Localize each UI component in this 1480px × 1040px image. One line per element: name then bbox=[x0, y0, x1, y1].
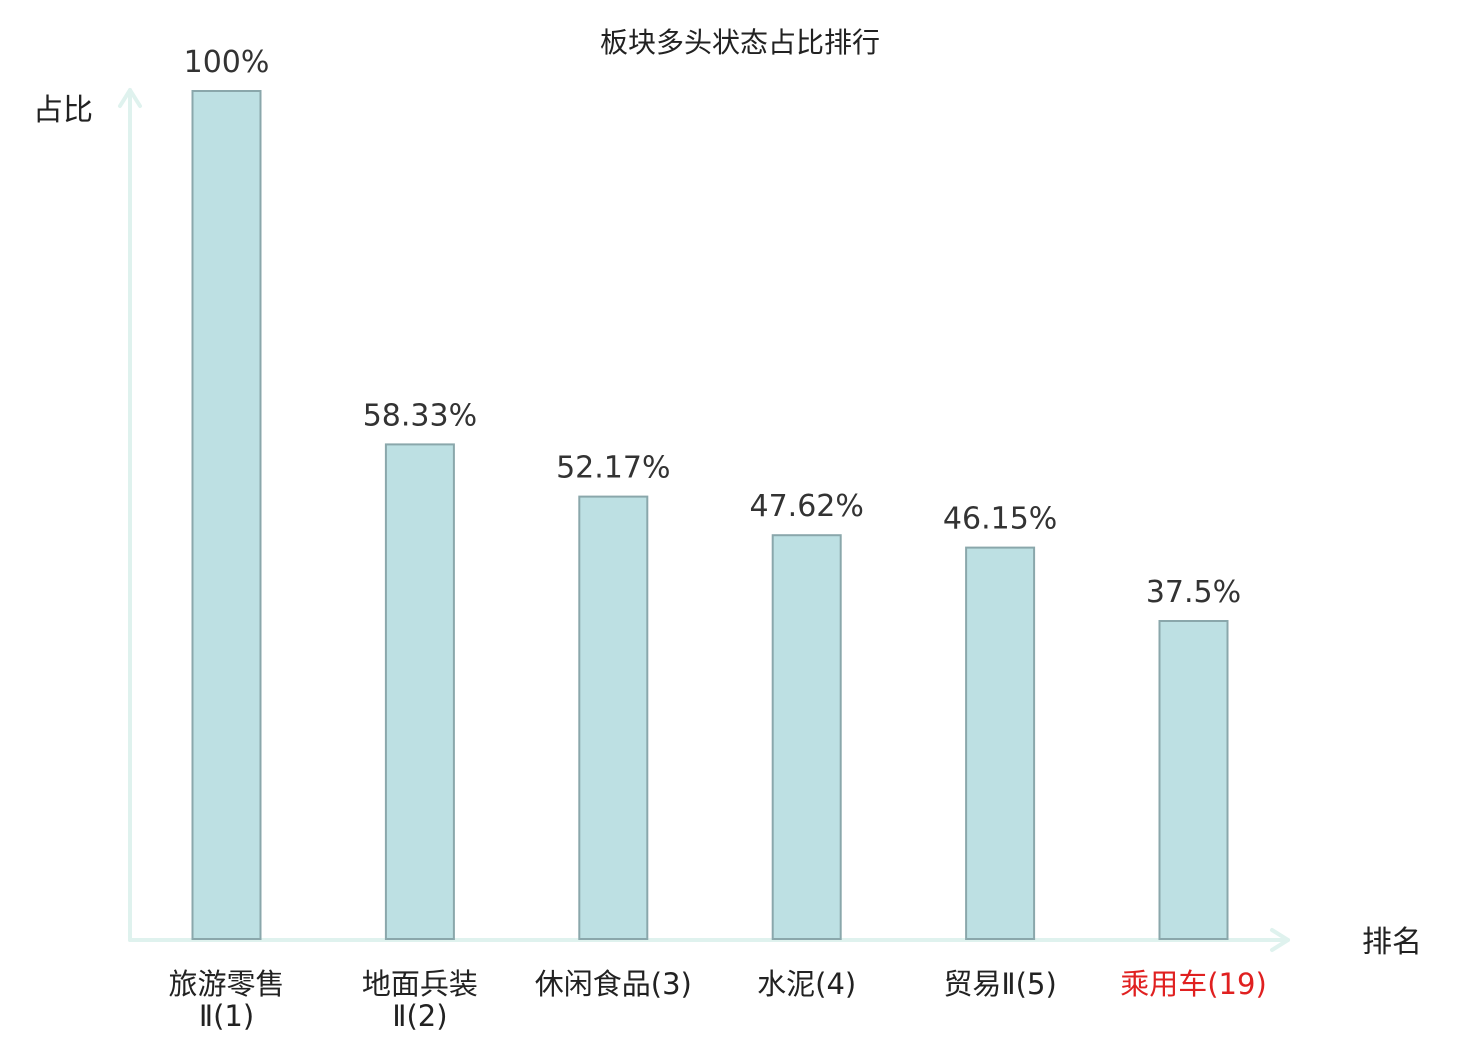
data-label: 37.5% bbox=[1146, 575, 1241, 610]
bar bbox=[384, 443, 455, 940]
x-tick-label: 贸易Ⅱ(5) bbox=[943, 967, 1056, 1001]
x-tick-label: 旅游零售 bbox=[168, 967, 284, 1001]
x-axis-label: 排名 bbox=[1362, 925, 1422, 960]
x-tick-label: 水泥(4) bbox=[757, 967, 856, 1001]
data-label: 58.33% bbox=[363, 398, 477, 433]
x-axis-arrow bbox=[1270, 928, 1290, 952]
data-label: 52.17% bbox=[556, 451, 670, 486]
x-tick-label: 乘用车(19) bbox=[1120, 967, 1267, 1001]
x-tick-label: Ⅱ(1) bbox=[199, 999, 254, 1033]
chart-title: 板块多头状态占比排行 bbox=[600, 26, 880, 59]
data-label: 46.15% bbox=[943, 502, 1057, 537]
y-axis-label: 占比 bbox=[33, 93, 93, 128]
bar bbox=[1158, 620, 1229, 940]
bar bbox=[771, 534, 842, 940]
x-tick-label: 休闲食品(3) bbox=[535, 967, 692, 1001]
x-tick-label: 地面兵装 bbox=[362, 967, 478, 1001]
data-label: 47.62% bbox=[750, 489, 864, 524]
bar bbox=[965, 546, 1036, 940]
y-axis-arrow bbox=[118, 88, 142, 108]
x-tick-label: Ⅱ(2) bbox=[392, 999, 447, 1033]
bar bbox=[191, 90, 262, 940]
data-label: 100% bbox=[184, 45, 270, 80]
bar bbox=[578, 495, 649, 940]
